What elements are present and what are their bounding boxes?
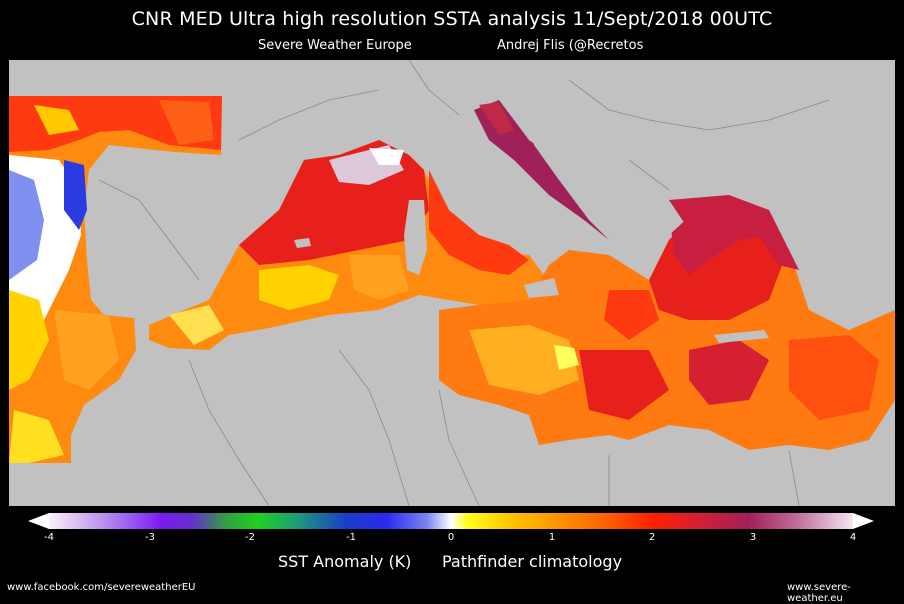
colorbar-max-arrow-icon (853, 513, 874, 529)
atlantic-sea (9, 96, 222, 463)
website-link[interactable]: www.severe-weather.eu (787, 582, 851, 604)
colorbar-label: SST Anomaly (K) (278, 552, 412, 571)
colorbar-min-arrow-icon (28, 513, 49, 529)
italy-land (449, 115, 609, 260)
country-borders (98, 60, 830, 506)
author-label: Andrej Flis (@Recretos (497, 38, 644, 53)
colorbar-tick: -4 (44, 532, 54, 543)
facebook-link[interactable]: www.facebook.com/severeweatherEU (7, 582, 196, 593)
colorbar-tick: -1 (346, 532, 356, 543)
colorbar-tick: -3 (145, 532, 155, 543)
colorbar-tick: 3 (749, 532, 757, 543)
climatology-label: Pathfinder climatology (442, 552, 623, 571)
colorbar-tick: 2 (648, 532, 656, 543)
western-mediterranean (149, 140, 544, 350)
sst-anomaly-map (9, 60, 895, 506)
source-label: Severe Weather Europe (258, 38, 412, 53)
map-title: CNR MED Ultra high resolution SSTA analy… (131, 8, 773, 30)
colorbar-tick: -2 (245, 532, 255, 543)
colorbar-tick: 1 (548, 532, 556, 543)
balkan-land (529, 60, 895, 325)
colorbar-gradient (49, 513, 853, 529)
colorbar: -4 -3 -2 -1 0 1 2 3 4 (0, 510, 904, 550)
map-canvas (9, 60, 895, 506)
colorbar-tick: 0 (447, 532, 455, 543)
colorbar-tick: 4 (849, 532, 857, 543)
